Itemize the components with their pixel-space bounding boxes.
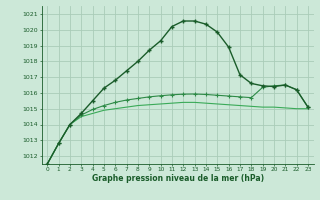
- X-axis label: Graphe pression niveau de la mer (hPa): Graphe pression niveau de la mer (hPa): [92, 174, 264, 183]
